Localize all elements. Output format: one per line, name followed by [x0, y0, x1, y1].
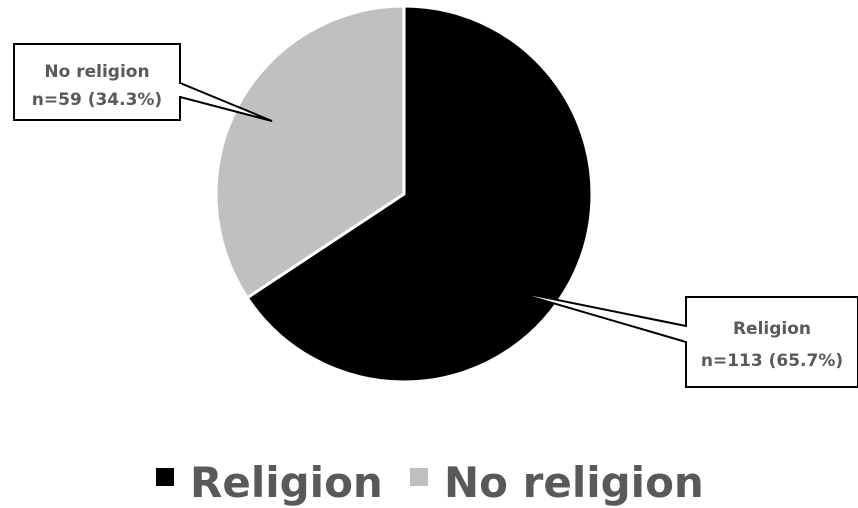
callout-religion: Religion n=113 (65.7%) [507, 289, 858, 388]
legend-swatch-no-religion [410, 468, 428, 486]
callout-box-no-religion [13, 43, 181, 121]
pie-slice-no-religion [214, 4, 406, 300]
legend-swatch-religion [156, 468, 174, 486]
callout-label-no-religion-value: n=59 (34.3%) [32, 90, 162, 110]
pie-slices [214, 4, 594, 384]
callout-box-religion [685, 296, 858, 388]
pie-slice-religion [245, 4, 594, 384]
legend: Religion No religion [156, 458, 704, 507]
callout-label-no-religion-name: No religion [44, 62, 149, 82]
legend-label-no-religion: No religion [444, 458, 704, 507]
legend-label-religion: Religion [190, 458, 383, 507]
callout-label-religion-value: n=113 (65.7%) [701, 351, 843, 371]
callout-label-religion-name: Religion [733, 319, 811, 339]
callout-no-religion: No religion n=59 (34.3%) [13, 43, 273, 122]
